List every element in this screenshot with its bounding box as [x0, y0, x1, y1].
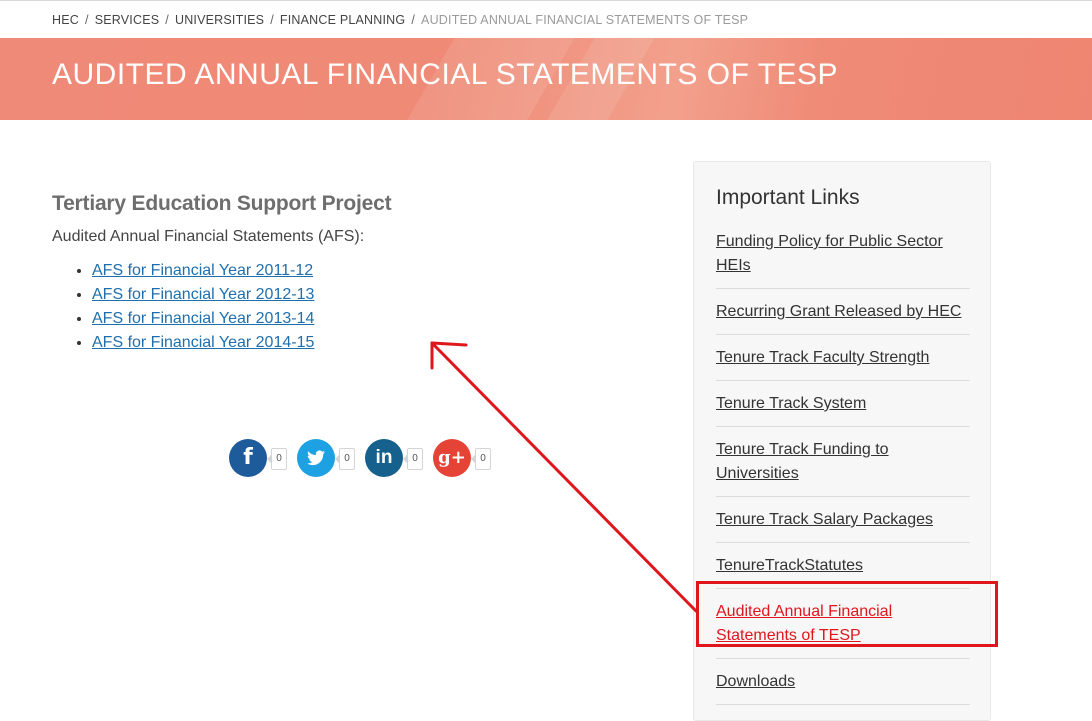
breadcrumb-separator: /: [85, 13, 89, 27]
breadcrumb-hec[interactable]: HEC: [52, 13, 79, 27]
page-title: AUDITED ANNUAL FINANCIAL STATEMENTS OF T…: [52, 58, 839, 91]
sidebar-link-funding-policy[interactable]: Funding Policy for Public Sector HEIs: [716, 224, 970, 289]
sidebar-link-tenure-track-funding[interactable]: Tenure Track Funding to Universities: [716, 432, 970, 497]
breadcrumb-separator: /: [165, 13, 169, 27]
list-item: AFS for Financial Year 2013-14: [92, 307, 652, 331]
sidebar-link-statutes[interactable]: TenureTrackStatutes: [716, 548, 970, 589]
list-item: AFS for Financial Year 2012-13: [92, 283, 652, 307]
sidebar-link-salary-packages[interactable]: Tenure Track Salary Packages: [716, 502, 970, 543]
sidebar-link-audited-statements[interactable]: Audited Annual Financial Statements of T…: [716, 594, 970, 659]
afs-link-2011-12[interactable]: AFS for Financial Year 2011-12: [92, 262, 314, 279]
afs-link-2012-13[interactable]: AFS for Financial Year 2012-13: [92, 286, 315, 303]
breadcrumb-finance-planning[interactable]: FINANCE PLANNING: [279, 13, 406, 27]
page-banner: AUDITED ANNUAL FINANCIAL STATEMENTS OF T…: [0, 38, 1092, 120]
breadcrumb-current: AUDITED ANNUAL FINANCIAL STATEMENTS OF T…: [421, 13, 749, 27]
sidebar-link-faculty-strength[interactable]: Tenure Track Faculty Strength: [716, 340, 970, 381]
share-count: 0: [471, 448, 491, 470]
afs-list: AFS for Financial Year 2011-12 AFS for F…: [52, 259, 652, 355]
sidebar-links: Funding Policy for Public Sector HEIs Re…: [716, 224, 970, 710]
breadcrumb-services[interactable]: SERVICES: [94, 13, 160, 27]
facebook-icon[interactable]: f: [229, 439, 267, 477]
share-count: 0: [267, 448, 287, 470]
share-count: 0: [403, 448, 423, 470]
afs-link-2013-14[interactable]: AFS for Financial Year 2013-14: [92, 310, 315, 327]
sidebar-link-tenure-track-system[interactable]: Tenure Track System: [716, 386, 970, 427]
important-links-sidebar: Important Links Funding Policy for Publi…: [693, 161, 991, 721]
breadcrumb-separator: /: [411, 13, 416, 27]
sidebar-link-recurring-grant[interactable]: Recurring Grant Released by HEC: [716, 294, 970, 335]
section-heading: Tertiary Education Support Project: [52, 192, 392, 215]
sidebar-link-downloads[interactable]: Downloads: [716, 664, 970, 705]
twitter-icon[interactable]: [297, 439, 335, 477]
list-item: AFS for Financial Year 2011-12: [92, 259, 652, 283]
breadcrumb-separator: /: [270, 13, 274, 27]
afs-link-2014-15[interactable]: AFS for Financial Year 2014-15: [92, 334, 315, 351]
intro-text: Audited Annual Financial Statements (AFS…: [52, 228, 365, 245]
breadcrumb: HEC / SERVICES / UNIVERSITIES / FINANCE PLANNI…: [0, 0, 1092, 38]
list-item: AFS for Financial Year 2014-15: [92, 331, 652, 355]
breadcrumb-universities[interactable]: UNIVERSITIES: [174, 13, 265, 27]
google-plus-icon[interactable]: g+: [433, 439, 471, 477]
share-count: 0: [335, 448, 355, 470]
linkedin-icon[interactable]: in: [365, 439, 403, 477]
sidebar-heading: Important Links: [716, 186, 860, 209]
main-content: Tertiary Education Support Project Audit…: [52, 192, 652, 355]
